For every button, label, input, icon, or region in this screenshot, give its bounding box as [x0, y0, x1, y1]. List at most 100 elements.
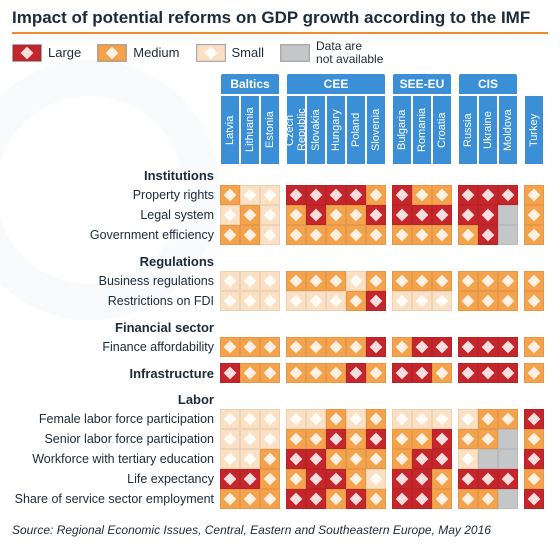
heat-cell: [260, 469, 280, 489]
heat-cell: [326, 449, 346, 469]
country-header: Croatia: [432, 95, 452, 165]
heat-cell: [326, 469, 346, 489]
heat-cell: [478, 469, 498, 489]
heat-cell: [240, 449, 260, 469]
row-label: Government efficiency: [12, 225, 220, 245]
heat-cell: [260, 185, 280, 205]
heat-cell: [524, 429, 544, 449]
heat-cell: [286, 429, 306, 449]
heat-cell: [458, 185, 478, 205]
heat-cell: [326, 363, 346, 383]
heat-cell: [392, 469, 412, 489]
heat-cell: [346, 363, 366, 383]
heat-cell: [458, 429, 478, 449]
legend-label-large: Large: [48, 45, 81, 60]
heat-cell: [306, 489, 326, 509]
heat-cell: [478, 449, 498, 469]
heat-cell: [524, 449, 544, 469]
heat-cell: [524, 363, 544, 383]
row-label: Legal system: [12, 205, 220, 225]
heat-cell: [392, 449, 412, 469]
heat-cell: [240, 271, 260, 291]
legend-label-medium: Medium: [133, 45, 179, 60]
heat-cell: [326, 291, 346, 311]
heat-cell: [260, 271, 280, 291]
heat-cell: [524, 409, 544, 429]
heat-cell: [220, 449, 240, 469]
heat-cell: [498, 409, 518, 429]
heat-cell: [458, 337, 478, 357]
heat-cell: [458, 363, 478, 383]
heat-cell: [366, 449, 386, 469]
heat-cell: [260, 291, 280, 311]
heat-cell: [326, 225, 346, 245]
heat-cell: [346, 449, 366, 469]
heat-cell: [524, 469, 544, 489]
country-header: Slovakia: [306, 95, 326, 165]
country-header: Ukraine: [478, 95, 498, 165]
heat-cell: [392, 271, 412, 291]
heat-cell: [392, 291, 412, 311]
heat-cell: [498, 271, 518, 291]
country-header: Latvia: [220, 95, 240, 165]
heat-cell: [306, 337, 326, 357]
heat-cell: [326, 337, 346, 357]
heat-cell: [412, 271, 432, 291]
heat-cell: [240, 337, 260, 357]
heat-cell: [412, 489, 432, 509]
group-header: CIS: [458, 73, 518, 95]
heat-cell: [498, 449, 518, 469]
heat-cell: [392, 337, 412, 357]
country-header: Turkey: [524, 95, 544, 165]
heat-cell: [346, 429, 366, 449]
heat-cell: [366, 337, 386, 357]
heat-cell: [306, 225, 326, 245]
country-header: Moldova: [498, 95, 518, 165]
chart-title: Impact of potential reforms on GDP growt…: [12, 8, 548, 28]
heat-cell: [240, 225, 260, 245]
heat-cell: [412, 363, 432, 383]
heat-cell: [260, 205, 280, 225]
heat-cell: [306, 185, 326, 205]
heat-cell: [220, 363, 240, 383]
country-header: Slovenia: [366, 95, 386, 165]
heat-cell: [412, 469, 432, 489]
heat-cell: [346, 271, 366, 291]
heat-cell: [286, 363, 306, 383]
heat-cell: [458, 271, 478, 291]
heat-cell: [498, 469, 518, 489]
heat-cell: [346, 489, 366, 509]
heat-cell: [220, 429, 240, 449]
heat-cell: [306, 291, 326, 311]
heat-cell: [412, 291, 432, 311]
heat-cell: [432, 469, 452, 489]
heat-cell: [392, 363, 412, 383]
heat-cell: [432, 271, 452, 291]
heat-cell: [346, 337, 366, 357]
heat-cell: [498, 489, 518, 509]
heat-cell: [306, 469, 326, 489]
heat-cell: [366, 409, 386, 429]
heat-cell: [306, 449, 326, 469]
heat-cell: [346, 409, 366, 429]
heat-cell: [346, 185, 366, 205]
heat-cell: [412, 449, 432, 469]
row-label: Life expectancy: [12, 469, 220, 489]
heat-cell: [346, 291, 366, 311]
heat-cell: [524, 271, 544, 291]
heat-cell: [432, 185, 452, 205]
heat-cell: [286, 449, 306, 469]
heat-cell: [286, 205, 306, 225]
heat-cell: [412, 205, 432, 225]
heat-cell: [498, 429, 518, 449]
heat-cell: [220, 185, 240, 205]
heat-cell: [478, 205, 498, 225]
heat-cell: [260, 429, 280, 449]
heat-cell: [240, 429, 260, 449]
heat-cell: [478, 225, 498, 245]
heat-cell: [478, 489, 498, 509]
heat-cell: [366, 469, 386, 489]
heat-cell: [240, 185, 260, 205]
heat-cell: [346, 225, 366, 245]
row-label: Senior labor force participation: [12, 429, 220, 449]
